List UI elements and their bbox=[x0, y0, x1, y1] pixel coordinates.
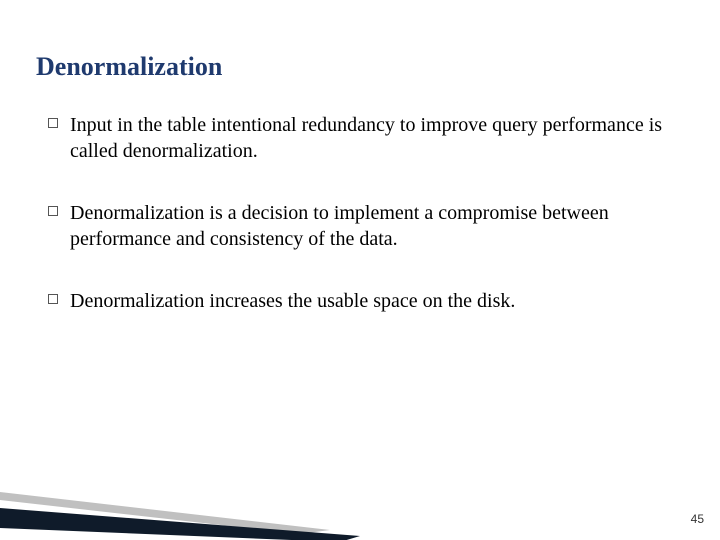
slide: Denormalization Input in the table inten… bbox=[0, 0, 720, 540]
swoosh-decoration bbox=[0, 450, 400, 540]
list-item: Denormalization is a decision to impleme… bbox=[48, 200, 668, 252]
bullet-icon bbox=[48, 206, 58, 216]
slide-title: Denormalization bbox=[36, 52, 222, 82]
bullet-text: Input in the table intentional redundanc… bbox=[70, 112, 668, 164]
list-item: Denormalization increases the usable spa… bbox=[48, 288, 668, 314]
slide-content: Input in the table intentional redundanc… bbox=[48, 112, 668, 350]
list-item: Input in the table intentional redundanc… bbox=[48, 112, 668, 164]
bullet-text: Denormalization increases the usable spa… bbox=[70, 288, 668, 314]
page-number: 45 bbox=[691, 512, 704, 526]
bullet-icon bbox=[48, 118, 58, 128]
bullet-text: Denormalization is a decision to impleme… bbox=[70, 200, 668, 252]
bullet-icon bbox=[48, 294, 58, 304]
